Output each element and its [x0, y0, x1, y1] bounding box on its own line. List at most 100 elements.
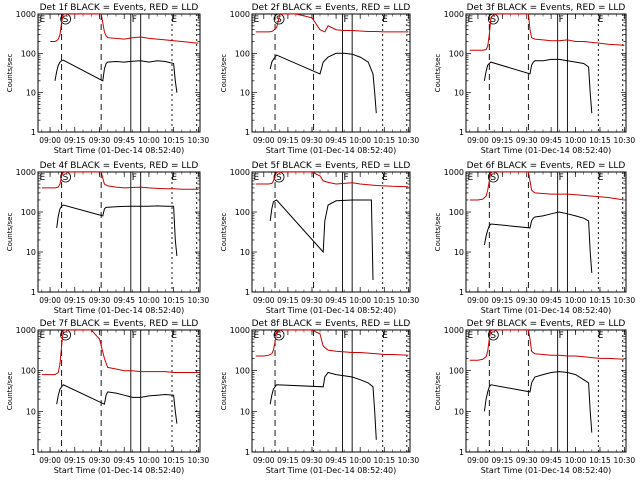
- detector-panel-6: Det 6f BLACK = Events, RED = LLD 1 10 100 10…: [434, 161, 635, 315]
- x-axis-label: Start Time (01-Dec-14 08:52:40): [481, 466, 612, 475]
- x-tick-label: 09:45: [540, 296, 562, 305]
- event-marker-e: E: [254, 173, 260, 183]
- y-axis-label: Counts/sec: [6, 372, 14, 411]
- y-tick-label: 1: [459, 288, 464, 297]
- panel-title: Det 3f BLACK = Events, RED = LLD: [467, 3, 626, 13]
- series-line-events: [56, 384, 178, 424]
- event-marker-s: S: [276, 15, 282, 25]
- event-marker-s: S: [490, 331, 496, 341]
- event-marker-f: F: [344, 331, 349, 341]
- event-marker-f: F: [559, 15, 564, 25]
- event-marker-f: F: [132, 15, 137, 25]
- y-tick-label: 1: [245, 128, 250, 137]
- plot-frame: [37, 329, 201, 453]
- series-line-events: [56, 204, 178, 256]
- event-marker-e: E: [598, 173, 604, 183]
- x-tick-label: 10:00: [349, 136, 371, 145]
- x-tick-label: 10:00: [349, 296, 371, 305]
- plot-frame: [465, 13, 627, 133]
- x-tick-label: 09:30: [516, 456, 538, 465]
- x-tick-label: 10:15: [373, 136, 395, 145]
- y-tick-label: 100: [449, 49, 464, 58]
- y-tick-label: 1: [31, 448, 36, 457]
- y-tick-label: 10: [240, 248, 250, 257]
- x-tick-label: 09:45: [325, 136, 347, 145]
- panel-title: Det 1f BLACK = Events, RED = LLD: [40, 3, 199, 13]
- y-tick-label: 1000: [16, 168, 36, 177]
- y-tick-label: 10: [454, 89, 464, 98]
- y-tick-label: 1: [459, 448, 464, 457]
- series-line-lld: [41, 172, 199, 190]
- x-tick-label: 09:00: [253, 296, 275, 305]
- event-marker-e: E: [382, 15, 388, 25]
- detector-panel-4: Det 4f BLACK = Events, RED = LLD 1 10 100 10…: [6, 161, 209, 315]
- event-marker-f: F: [559, 173, 564, 183]
- x-tick-label: 09:30: [301, 296, 323, 305]
- x-tick-label: 09:45: [325, 296, 347, 305]
- y-axis-label: Counts/sec: [220, 213, 228, 252]
- event-marker-s: S: [276, 173, 282, 183]
- x-tick-label: 09:30: [89, 136, 111, 145]
- event-marker-e: E: [254, 331, 260, 341]
- y-tick-label: 10: [26, 407, 36, 416]
- event-marker-s: S: [490, 15, 496, 25]
- series-line-lld: [255, 172, 409, 188]
- y-axis-label: Counts/sec: [434, 213, 442, 252]
- series-line-events: [483, 211, 593, 273]
- event-marker-e: E: [382, 173, 388, 183]
- event-marker-e: E: [40, 173, 46, 183]
- panel-title: Det 4f BLACK = Events, RED = LLD: [40, 161, 199, 171]
- y-tick-label: 1000: [16, 326, 36, 335]
- x-tick-label: 10:15: [589, 136, 611, 145]
- y-tick-label: 1: [459, 128, 464, 137]
- x-tick-label: 09:45: [540, 136, 562, 145]
- series-line-events: [269, 52, 377, 114]
- panel-title: Det 8f BLACK = Events, RED = LLD: [252, 319, 411, 329]
- event-marker-e: E: [40, 15, 46, 25]
- x-tick-label: 09:15: [64, 456, 86, 465]
- x-axis-label: Start Time (01-Dec-14 08:52:40): [266, 466, 397, 475]
- series-line-events: [269, 371, 377, 440]
- series-line-events: [483, 371, 593, 433]
- event-marker-e: E: [468, 173, 474, 183]
- x-tick-label: 09:30: [89, 456, 111, 465]
- x-tick-label: 10:30: [614, 136, 636, 145]
- event-marker-s: S: [276, 331, 282, 341]
- y-tick-label: 10: [240, 89, 250, 98]
- detector-panel-2: Det 2f BLACK = Events, RED = LLD 1 10 100 10…: [220, 3, 419, 155]
- event-marker-f: F: [132, 331, 137, 341]
- series-line-lld: [41, 330, 199, 376]
- y-tick-label: 10: [454, 407, 464, 416]
- x-tick-label: 10:15: [163, 136, 185, 145]
- event-marker-e: E: [171, 331, 177, 341]
- detector-panel-7: Det 7f BLACK = Events, RED = LLD 1 10 100 10…: [6, 319, 209, 475]
- y-tick-label: 100: [449, 208, 464, 217]
- event-marker-e: E: [382, 331, 388, 341]
- event-marker-f: F: [559, 331, 564, 341]
- event-marker-s: S: [490, 173, 496, 183]
- x-axis-label: Start Time (01-Dec-14 08:52:40): [54, 146, 185, 155]
- y-tick-label: 1: [245, 448, 250, 457]
- event-marker-e: E: [468, 15, 474, 25]
- y-tick-label: 1000: [230, 10, 250, 19]
- x-tick-label: 10:15: [589, 456, 611, 465]
- x-tick-label: 09:30: [89, 296, 111, 305]
- x-tick-label: 09:30: [301, 456, 323, 465]
- x-tick-label: 10:00: [349, 456, 371, 465]
- y-axis-label: Counts/sec: [220, 54, 228, 93]
- x-tick-label: 09:45: [540, 456, 562, 465]
- plot-frame: [37, 171, 201, 293]
- y-tick-label: 1: [31, 128, 36, 137]
- y-tick-label: 1000: [230, 168, 250, 177]
- x-tick-label: 10:00: [565, 456, 587, 465]
- event-marker-e: E: [40, 331, 46, 341]
- series-line-lld: [469, 14, 625, 51]
- y-tick-label: 1000: [444, 168, 464, 177]
- x-axis-label: Start Time (01-Dec-14 08:52:40): [266, 146, 397, 155]
- detector-panel-3: Det 3f BLACK = Events, RED = LLD 1 10 100 10…: [434, 3, 635, 155]
- y-tick-label: 10: [454, 248, 464, 257]
- x-tick-label: 09:00: [467, 296, 489, 305]
- x-tick-label: 09:30: [301, 136, 323, 145]
- event-marker-f: F: [132, 173, 137, 183]
